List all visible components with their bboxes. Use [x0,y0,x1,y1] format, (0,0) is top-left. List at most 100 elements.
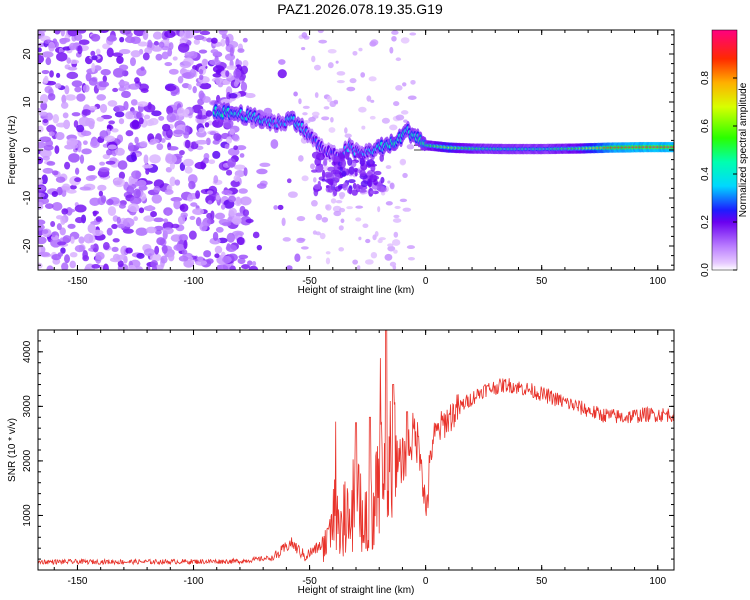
noise-blob [235,145,247,151]
ridge-smear [369,190,376,195]
noise-blob [277,204,284,210]
noise-blob [38,42,46,47]
noise-blob [47,93,56,101]
noise-blob [391,30,399,35]
noise-blob [333,210,342,217]
noise-blob [203,250,212,258]
noise-blob [147,39,153,49]
noise-blob [112,52,124,57]
chart-title: PAZ1.2026.078.19.35.G19 [277,1,443,17]
noise-blob [358,106,367,113]
noise-blob [221,222,232,227]
noise-blob [195,260,207,266]
noise-blob [125,111,134,120]
noise-blob [130,50,141,58]
noise-blob [107,206,117,216]
noise-blob [248,265,259,270]
noise-blob [136,101,149,107]
noise-blob [125,130,134,137]
noise-blob [208,159,216,165]
noise-blob [153,41,159,46]
noise-blob [60,30,66,37]
noise-blob [273,205,279,210]
snr-x-label: Height of straight line (km) [298,585,415,596]
noise-blob [64,254,71,264]
noise-blob [39,93,49,104]
noise-blob [216,194,221,201]
noise-blob [102,75,108,83]
noise-blob [282,237,291,242]
noise-blob [182,30,195,39]
noise-blob [368,76,377,82]
noise-blob [240,65,248,75]
noise-blob [409,32,417,36]
noise-blob [391,35,397,42]
noise-blob [296,237,305,244]
noise-blob [192,86,197,94]
noise-blob [155,53,163,61]
noise-blob [180,212,188,218]
noise-blob [370,99,375,103]
noise-blob [51,190,59,198]
noise-blob [151,110,162,117]
ridge-smear [348,179,356,184]
noise-blob [212,231,219,242]
noise-blob [402,82,407,87]
noise-blob [106,227,113,236]
noise-blob [38,224,45,231]
ridge-smear [317,163,324,173]
noise-blob [41,69,50,75]
noise-blob [95,216,102,222]
ridge-smear [314,157,322,166]
noise-blob [55,83,62,89]
noise-blob [213,133,222,141]
noise-blob [62,235,72,244]
spectrogram-x-tick-label: 100 [649,276,666,287]
noise-blob [173,243,186,252]
noise-blob [99,161,106,166]
noise-blob [65,94,77,101]
noise-blob [77,45,83,55]
noise-blob [313,177,317,183]
noise-blob [400,37,410,44]
noise-blob [233,174,241,182]
noise-blob [226,65,238,70]
noise-blob [209,131,217,136]
noise-blob [330,116,334,123]
noise-blob [102,43,110,50]
noise-blob [362,223,369,229]
noise-blob [233,80,239,87]
noise-blob [96,116,104,122]
noise-blob [221,189,233,195]
noise-blob [395,57,402,62]
noise-blob [199,82,212,90]
noise-blob [76,30,87,34]
noise-blob [38,236,47,245]
noise-blob [199,221,208,232]
noise-blob [361,125,366,130]
noise-blob [98,190,104,197]
noise-blob [38,246,42,254]
noise-blob [195,139,208,145]
noise-blob [366,95,372,102]
noise-blob [287,191,298,198]
noise-blob [181,72,192,79]
noise-blob [79,186,92,191]
noise-blob [356,265,361,270]
noise-blob [168,252,175,262]
noise-blob [122,217,135,228]
noise-blob [51,201,63,211]
noise-blob [226,232,236,243]
ridge-smear [311,169,318,173]
ridge-smear [344,151,350,160]
noise-blob [407,95,417,100]
noise-blob [164,30,176,39]
noise-blob [50,237,62,248]
ridge-smear [340,158,347,168]
noise-blob [230,180,240,188]
noise-blob [138,207,145,214]
noise-blob [400,110,409,115]
noise-blob [100,114,113,120]
noise-blob [91,264,101,269]
noise-blob [344,133,352,138]
